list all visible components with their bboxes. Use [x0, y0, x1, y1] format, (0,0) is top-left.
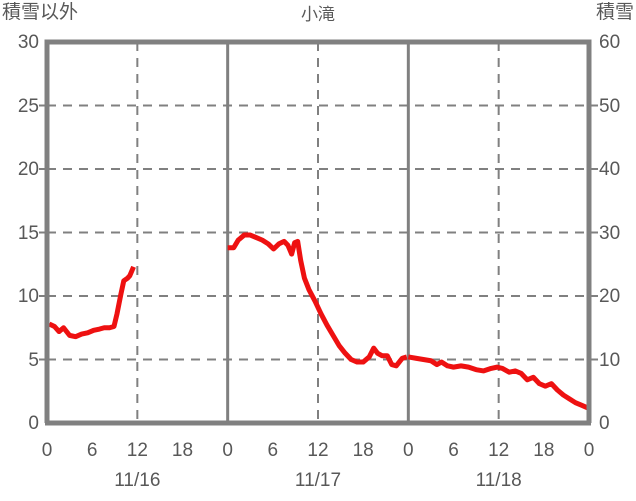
series-line-non-snow — [407, 354, 589, 411]
y-tick-label-right: 10 — [599, 349, 621, 371]
x-tick-label: 0 — [403, 440, 414, 461]
x-tick-label: 0 — [41, 440, 53, 461]
x-tick-label: 6 — [267, 440, 279, 461]
x-tick-label: 6 — [86, 440, 98, 461]
y-tick-label-right: 50 — [599, 95, 621, 117]
x-tick-label: 6 — [448, 440, 459, 461]
day-label: 11/18 — [475, 470, 522, 491]
series-line-non-snow — [48, 265, 136, 340]
grid-layer — [47, 42, 589, 423]
y-tick-label-right: 30 — [599, 222, 621, 244]
left-axis-title: 積雪以外 — [2, 2, 79, 23]
y-tick-label-right: 20 — [599, 286, 621, 307]
y-tick-label-left: 10 — [17, 286, 39, 307]
x-tick-label: 0 — [222, 440, 233, 461]
x-tick-label: 12 — [126, 440, 148, 461]
y-tick-label-right: 40 — [599, 159, 621, 180]
plot-border — [44, 39, 592, 423]
series-line-non-snow — [227, 232, 408, 369]
day-label: 11/17 — [294, 470, 342, 491]
y-tick-label-left: 5 — [28, 349, 39, 371]
y-tick-label-left: 0 — [28, 413, 39, 434]
y-tick-label-left: 30 — [17, 32, 39, 53]
y-tick-label-left: 15 — [17, 222, 39, 244]
y-tick-label-right: 60 — [599, 32, 621, 53]
x-tick-label: 18 — [533, 440, 555, 461]
plot-frame — [39, 39, 598, 426]
y-tick-label-right: 0 — [599, 413, 610, 434]
y-tick-label-left: 25 — [17, 95, 39, 117]
x-tick-label: 0 — [583, 440, 595, 461]
x-tick-label: 12 — [488, 440, 510, 461]
y-tick-label-left: 20 — [17, 159, 39, 180]
day-label: 11/16 — [114, 470, 161, 491]
x-tick-label: 18 — [171, 440, 194, 461]
x-tick-label: 12 — [307, 440, 329, 461]
x-tick-label: 18 — [352, 440, 374, 461]
right-axis-title: 積雪 — [595, 2, 634, 23]
page-title: 小滝 — [301, 5, 335, 24]
